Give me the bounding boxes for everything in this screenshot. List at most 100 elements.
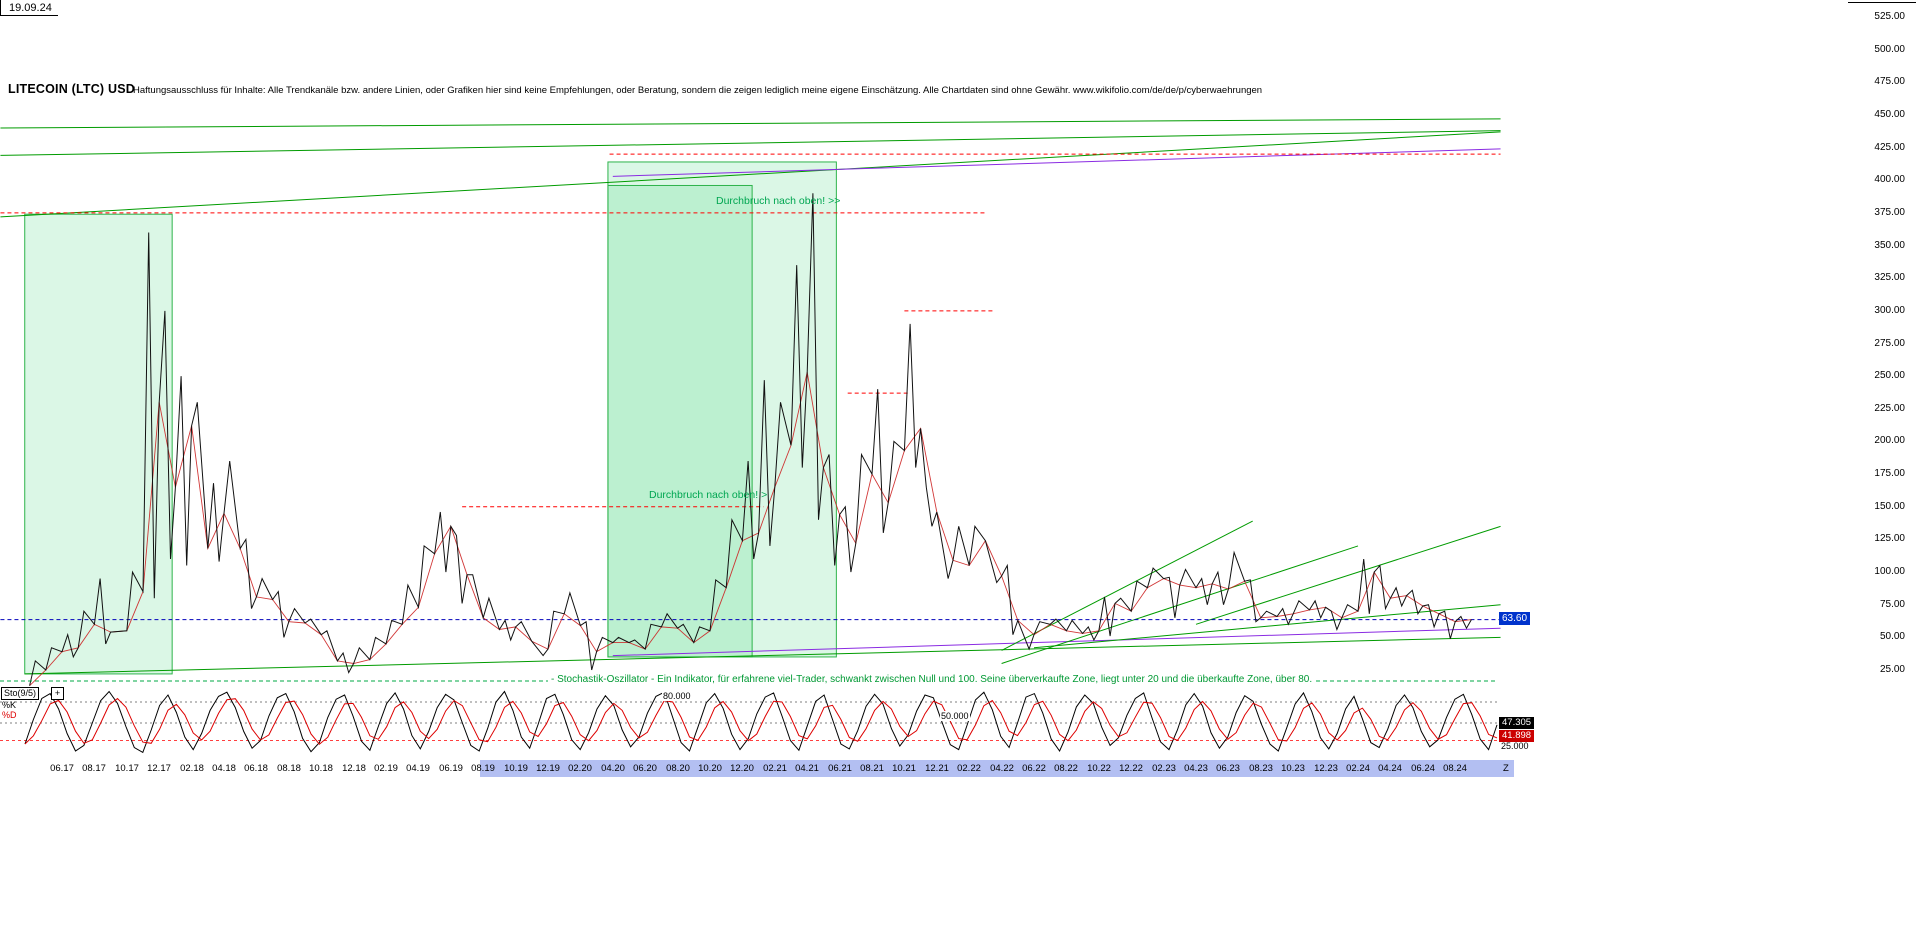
price-axis-label: 75.00 [1879, 599, 1905, 610]
time-axis-label: 04.20 [601, 763, 625, 774]
chart-title: LITECOIN (LTC) USD [8, 82, 135, 96]
green-trend-line [1195, 525, 1501, 625]
time-axis-label: 06.23 [1216, 763, 1240, 774]
time-axis-label: 12.19 [536, 763, 560, 774]
time-axis-label: 12.20 [730, 763, 754, 774]
green-trend-line [1033, 604, 1501, 649]
osc-percent-k-line [24, 690, 1498, 754]
time-axis-label: 02.19 [374, 763, 398, 774]
price-range-line [29, 193, 1472, 686]
time-axis-label: 08.20 [666, 763, 690, 774]
price-axis-label: 500.00 [1874, 44, 1905, 55]
price-axis-label: 425.00 [1874, 142, 1905, 153]
price-axis-label: 300.00 [1874, 305, 1905, 316]
time-axis-label: 08.24 [1443, 763, 1467, 774]
trend-box [24, 213, 173, 675]
time-axis-label: 08.19 [471, 763, 495, 774]
last-price-tag: 63.60 [1499, 612, 1531, 625]
time-axis-label: 10.17 [115, 763, 139, 774]
osc-level-80-label: 80.000 [662, 691, 692, 701]
price-axis-label: 450.00 [1874, 109, 1905, 120]
time-axis-label: 06.19 [439, 763, 463, 774]
price-axis-label: 125.00 [1874, 533, 1905, 544]
green-trend-line [0, 130, 1501, 156]
trend-box [607, 184, 753, 658]
time-axis-label: 08.22 [1054, 763, 1078, 774]
time-axis-label: 06.24 [1411, 763, 1435, 774]
trend-box [607, 161, 837, 658]
time-axis-label: 12.21 [925, 763, 949, 774]
time-axis-label: 10.23 [1281, 763, 1305, 774]
time-axis-label: 02.24 [1346, 763, 1370, 774]
scale-top-border [1848, 2, 1916, 3]
price-axis-label: 175.00 [1874, 468, 1905, 479]
time-axis-label: 08.17 [82, 763, 106, 774]
price-axis-label: 100.00 [1874, 566, 1905, 577]
stochastic-indicator-label[interactable]: Sto(9/5) [1, 687, 40, 700]
time-axis-label: 08.23 [1249, 763, 1273, 774]
time-axis-label: 06.17 [50, 763, 74, 774]
time-axis-label: 04.18 [212, 763, 236, 774]
time-axis-label: 10.22 [1087, 763, 1111, 774]
breakout-annotation-lower: Durchbruch nach oben! > [649, 489, 768, 501]
price-close-line [29, 372, 1472, 687]
time-axis-label: 02.20 [568, 763, 592, 774]
time-axis-label: 12.17 [147, 763, 171, 774]
time-axis-label: 02.23 [1152, 763, 1176, 774]
time-axis-label: 02.18 [180, 763, 204, 774]
price-axis-label: 250.00 [1874, 370, 1905, 381]
time-axis-label: 06.18 [244, 763, 268, 774]
osc-level-50-label: 50.000 [940, 711, 970, 721]
green-trend-line [0, 131, 1501, 218]
osc-d-value-tag: 41.898 [1499, 730, 1535, 742]
time-axis-label: 04.21 [795, 763, 819, 774]
price-axis-label: 525.00 [1874, 11, 1905, 22]
trend-boxes [24, 161, 837, 675]
percent-d-label: %D [2, 710, 17, 720]
price-axis-label: 225.00 [1874, 403, 1905, 414]
price-axis-label: 400.00 [1874, 174, 1905, 185]
percent-k-label: %K [2, 700, 17, 710]
time-axis-label: 06.21 [828, 763, 852, 774]
stochastic-description: - Stochastik-Oszillator - Ein Indikator,… [548, 674, 1316, 685]
time-axis-label: 10.21 [892, 763, 916, 774]
time-axis-label: 10.20 [698, 763, 722, 774]
price-axis-label: 150.00 [1874, 501, 1905, 512]
purple-trend-line [612, 148, 1501, 177]
time-axis-label: 10.19 [504, 763, 528, 774]
breakout-annotation-upper: Durchbruch nach oben! >> [716, 195, 841, 207]
price-axis-label: 275.00 [1874, 338, 1905, 349]
price-axis-label: 350.00 [1874, 240, 1905, 251]
disclaimer-text: Haftungsausschluss für Inhalte: Alle Tre… [133, 85, 1263, 96]
price-series [29, 193, 1472, 687]
time-axis-label: 04.19 [406, 763, 430, 774]
indicator-expand-icon[interactable]: + [51, 687, 64, 700]
time-axis-label: 04.24 [1378, 763, 1402, 774]
time-axis-label: 12.22 [1119, 763, 1143, 774]
time-axis-extra-label: Z [1503, 763, 1509, 774]
time-axis-label: 12.23 [1314, 763, 1338, 774]
green-trend-line [24, 636, 1501, 675]
green-trend-line [0, 118, 1501, 129]
osc-k-value-tag: 47.305 [1499, 717, 1535, 729]
price-axis-label: 50.00 [1879, 631, 1905, 642]
corner-frame [0, 0, 58, 16]
price-axis-label: 325.00 [1874, 272, 1905, 283]
price-axis-label: 475.00 [1874, 76, 1905, 87]
stochastic-panel [0, 680, 1498, 754]
chart-date-label: 19.09.24 [9, 2, 52, 14]
osc-percent-d-line [24, 697, 1498, 745]
time-axis-label: 04.23 [1184, 763, 1208, 774]
green-trend-line [1001, 545, 1359, 664]
time-axis-label: 02.22 [957, 763, 981, 774]
price-axis-label: 200.00 [1874, 435, 1905, 446]
time-axis-label: 02.21 [763, 763, 787, 774]
time-axis-label: 06.20 [633, 763, 657, 774]
time-axis-label: 04.22 [990, 763, 1014, 774]
time-axis-label: 10.18 [309, 763, 333, 774]
trend-lines [0, 118, 1501, 675]
time-axis-selection-highlight[interactable] [480, 760, 1514, 777]
time-axis-label: 08.21 [860, 763, 884, 774]
time-axis-label: 12.18 [342, 763, 366, 774]
